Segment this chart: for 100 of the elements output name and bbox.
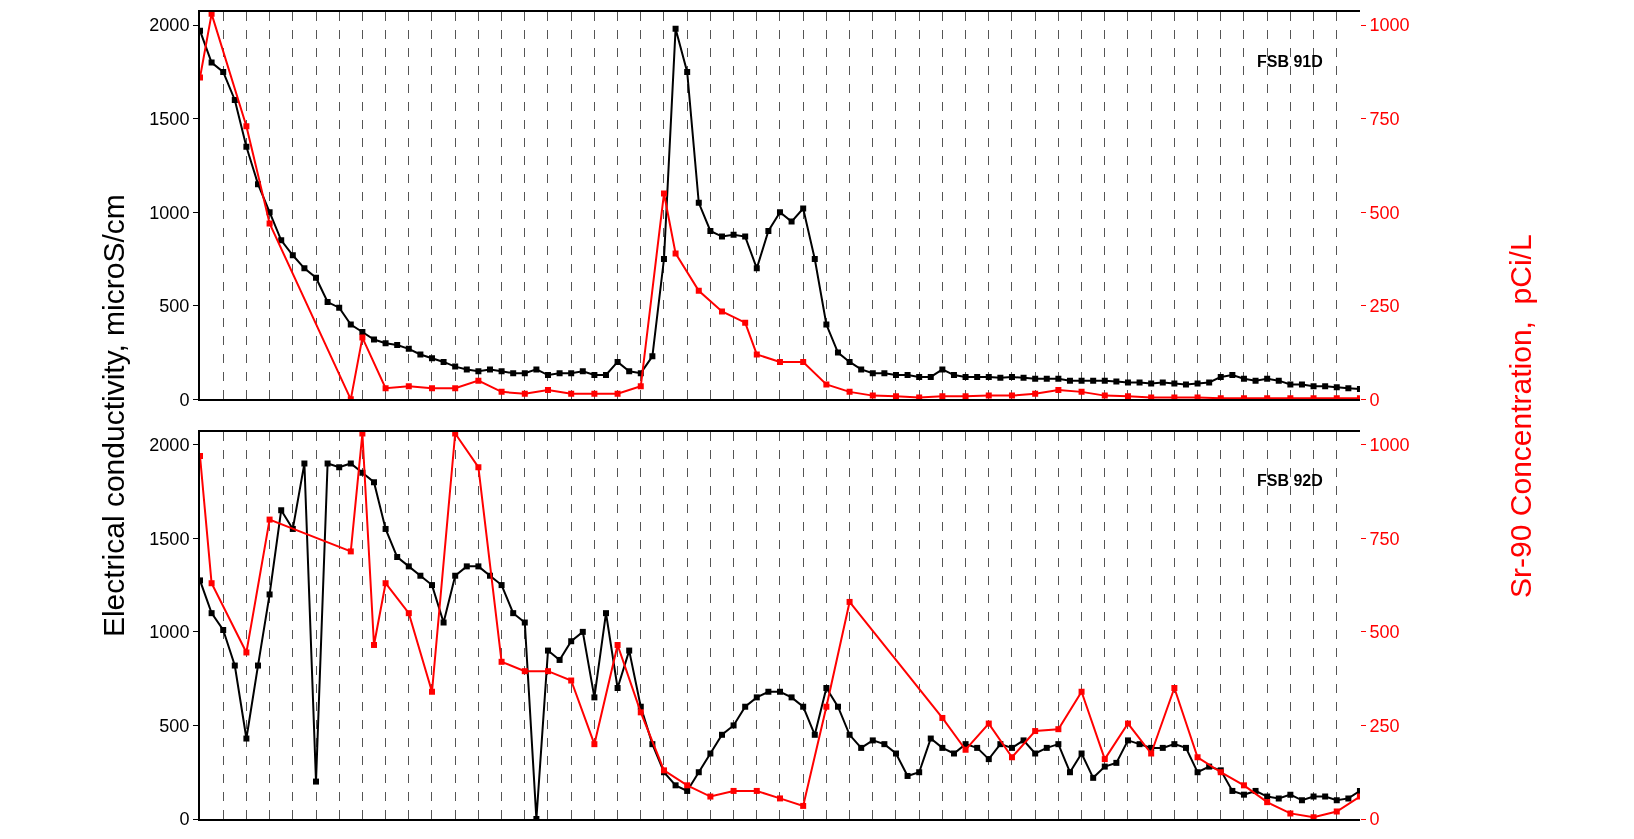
annotation: FSB 91D — [1257, 53, 1323, 70]
point — [718, 308, 725, 315]
point — [521, 390, 528, 397]
point — [1287, 810, 1294, 817]
point — [347, 548, 354, 555]
y2-tick-label: 0 — [1369, 809, 1380, 830]
point — [370, 641, 377, 648]
point — [753, 351, 760, 358]
point — [1078, 688, 1085, 695]
point — [962, 393, 969, 400]
point — [823, 703, 830, 710]
point — [776, 795, 783, 802]
point — [1032, 728, 1039, 735]
y2-tick-label: 750 — [1369, 108, 1400, 129]
y2-tick-label: 1000 — [1369, 15, 1410, 36]
point — [428, 385, 435, 392]
point — [498, 658, 505, 665]
point — [1148, 394, 1155, 400]
point — [742, 319, 749, 326]
point — [684, 782, 691, 789]
y-tick-label: 2000 — [149, 435, 190, 456]
point — [498, 388, 505, 395]
point — [753, 787, 760, 794]
y-axis-title: Electrical conductivity, microS/cm — [97, 194, 131, 638]
point — [1055, 387, 1062, 393]
y-tick-label: 2000 — [149, 15, 190, 36]
point — [1055, 726, 1062, 733]
point — [1171, 685, 1178, 692]
point — [800, 358, 807, 365]
point — [985, 392, 992, 399]
y-tick-label: 1000 — [149, 202, 190, 223]
y2-tick-label: 500 — [1369, 622, 1400, 643]
point — [1240, 782, 1247, 789]
point — [1124, 720, 1131, 727]
point — [846, 388, 853, 395]
y-tick-label: 0 — [179, 389, 190, 410]
point — [1264, 799, 1271, 806]
point — [1194, 754, 1201, 761]
point — [846, 598, 853, 605]
y2-tick-label: 250 — [1369, 296, 1400, 317]
point — [1148, 750, 1155, 757]
point — [359, 334, 366, 341]
point — [939, 393, 946, 400]
point — [405, 610, 412, 617]
point — [695, 287, 702, 294]
point — [1078, 388, 1085, 395]
annotation: FSB 92D — [1257, 472, 1323, 489]
point — [521, 668, 528, 675]
y2-tick-label: 250 — [1369, 715, 1400, 736]
y-tick-label: 500 — [159, 715, 190, 736]
y-tick-label: 1500 — [149, 108, 190, 129]
point — [1101, 756, 1108, 763]
point — [892, 393, 899, 400]
point — [591, 741, 598, 748]
point — [1194, 394, 1201, 400]
point — [208, 12, 215, 17]
point — [1333, 808, 1340, 815]
y2-tick-label: 500 — [1369, 202, 1400, 223]
point — [208, 580, 215, 587]
point — [637, 709, 644, 716]
point — [1310, 814, 1317, 819]
point — [475, 377, 482, 384]
point — [614, 641, 621, 648]
point — [243, 649, 250, 656]
point — [475, 464, 482, 471]
y2-tick-label: 750 — [1369, 528, 1400, 549]
point — [544, 668, 551, 675]
y2-tick-label: 1000 — [1369, 435, 1410, 456]
point — [962, 746, 969, 753]
y-tick-label: 500 — [159, 296, 190, 317]
point — [1171, 394, 1178, 400]
point — [869, 392, 876, 399]
point — [823, 381, 830, 388]
point — [405, 383, 412, 390]
point — [428, 688, 435, 695]
point — [800, 802, 807, 809]
point — [243, 123, 250, 130]
point — [266, 220, 273, 227]
point — [614, 390, 621, 397]
point — [568, 677, 575, 684]
point — [672, 250, 679, 257]
point — [382, 385, 389, 392]
point — [939, 714, 946, 721]
y2-axis-title: Sr-90 Concentration, pCi/L — [1503, 234, 1537, 598]
point — [707, 793, 714, 800]
point — [985, 720, 992, 727]
point — [591, 390, 598, 397]
point — [637, 383, 644, 390]
point — [359, 431, 366, 437]
point — [730, 787, 737, 794]
y-tick-label: 1500 — [149, 528, 190, 549]
point — [266, 516, 273, 523]
point — [382, 580, 389, 587]
y2-tick-label: 0 — [1369, 389, 1380, 410]
point — [452, 431, 459, 437]
point — [660, 190, 667, 197]
point — [1008, 754, 1015, 761]
point — [1008, 392, 1015, 399]
point — [1101, 392, 1108, 399]
y-tick-label: 0 — [179, 809, 190, 830]
